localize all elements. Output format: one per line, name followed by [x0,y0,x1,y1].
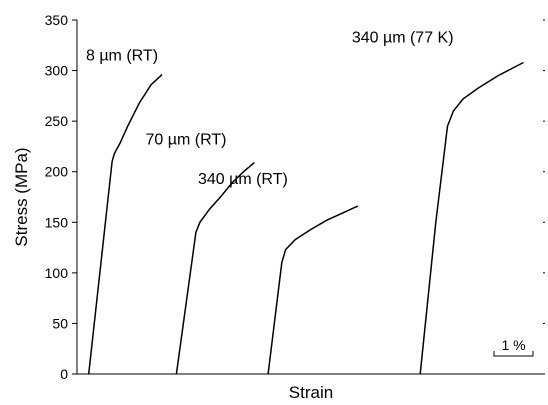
y-tick-label: 100 [45,265,69,281]
y-ticks: 0 50 100 150 200 250 300 350 [45,12,545,382]
y-tick-label: 200 [45,164,69,180]
y-axis-title: Stress (MPa) [12,147,31,246]
series-label: 8 µm (RT) [86,48,158,65]
series-line [419,61,524,375]
y-tick-label: 150 [45,214,69,230]
curves [87,61,524,375]
y-tick-label: 250 [45,113,69,129]
scale-bar-label: 1 % [501,337,525,353]
series-line [267,205,359,375]
series-label: 340 µm (77 K) [352,29,454,46]
x-axis-title: Strain [289,383,333,402]
series-label: 340 µm (RT) [198,171,288,188]
scale-bar: 1 % [493,337,534,357]
series-line [87,74,163,375]
axes [76,20,545,375]
y-tick-label: 300 [45,63,69,79]
series-label: 70 µm (RT) [146,132,227,149]
curve-labels: 8 µm (RT) 70 µm (RT) 340 µm (RT) 340 µm (77… [86,29,454,188]
scale-bar-line [493,351,534,357]
y-tick-label: 0 [60,366,68,382]
series-line [175,162,255,375]
y-tick-label: 350 [45,12,69,28]
y-tick-label: 50 [52,315,68,331]
